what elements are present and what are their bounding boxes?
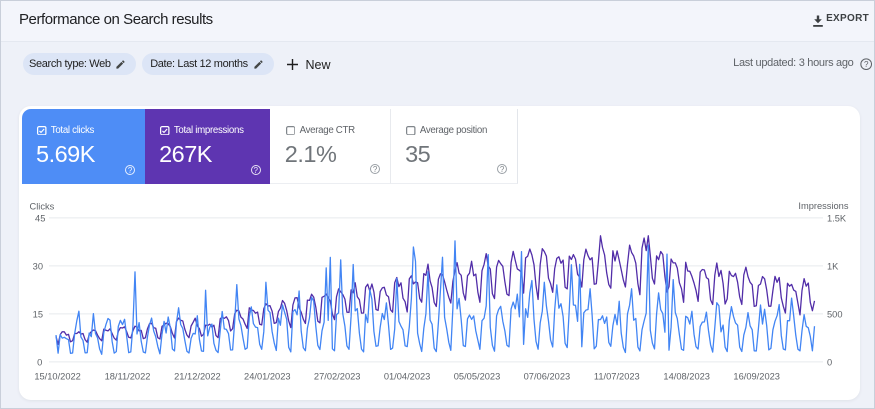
svg-text:14/08/2023: 14/08/2023 xyxy=(663,371,710,381)
svg-text:07/06/2023: 07/06/2023 xyxy=(524,371,571,381)
svg-text:0: 0 xyxy=(37,358,42,368)
svg-text:1K: 1K xyxy=(827,262,839,272)
svg-text:0: 0 xyxy=(827,358,832,368)
svg-text:05/05/2023: 05/05/2023 xyxy=(454,371,501,381)
svg-text:27/02/2023: 27/02/2023 xyxy=(314,371,361,381)
svg-text:21/12/2022: 21/12/2022 xyxy=(174,371,221,381)
svg-text:Impressions: Impressions xyxy=(798,201,848,211)
svg-text:500: 500 xyxy=(827,310,843,320)
svg-text:24/01/2023: 24/01/2023 xyxy=(244,371,291,381)
svg-text:?: ? xyxy=(864,59,869,68)
svg-text:16/09/2023: 16/09/2023 xyxy=(733,371,780,381)
svg-text:11/07/2023: 11/07/2023 xyxy=(594,371,640,381)
svg-text:01/04/2023: 01/04/2023 xyxy=(384,371,431,381)
svg-text:1.5K: 1.5K xyxy=(827,214,847,224)
svg-text:18/11/2022: 18/11/2022 xyxy=(105,371,151,381)
svg-text:45: 45 xyxy=(35,214,45,224)
svg-text:30: 30 xyxy=(33,262,43,272)
svg-text:Clicks: Clicks xyxy=(30,202,55,212)
svg-text:15/10/2022: 15/10/2022 xyxy=(34,371,81,381)
svg-text:15: 15 xyxy=(33,310,43,320)
